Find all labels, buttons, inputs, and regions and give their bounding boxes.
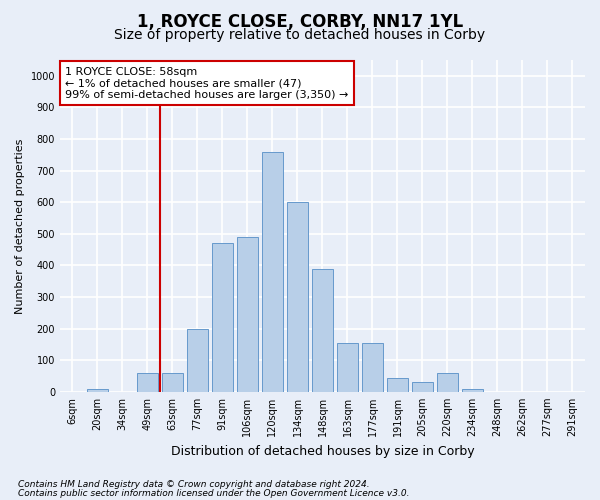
Bar	[462, 388, 483, 392]
Bar	[412, 382, 433, 392]
Bar	[337, 343, 358, 392]
Text: Size of property relative to detached houses in Corby: Size of property relative to detached ho…	[115, 28, 485, 42]
Y-axis label: Number of detached properties: Number of detached properties	[15, 138, 25, 314]
Bar	[212, 244, 233, 392]
Bar	[362, 343, 383, 392]
Bar	[137, 373, 158, 392]
Text: 1 ROYCE CLOSE: 58sqm
← 1% of detached houses are smaller (47)
99% of semi-detach: 1 ROYCE CLOSE: 58sqm ← 1% of detached ho…	[65, 66, 349, 100]
Bar	[187, 328, 208, 392]
Bar	[387, 378, 408, 392]
Text: Contains public sector information licensed under the Open Government Licence v3: Contains public sector information licen…	[18, 489, 409, 498]
Bar	[287, 202, 308, 392]
Bar	[237, 237, 258, 392]
Text: Contains HM Land Registry data © Crown copyright and database right 2024.: Contains HM Land Registry data © Crown c…	[18, 480, 370, 489]
Bar	[87, 388, 108, 392]
Bar	[262, 152, 283, 392]
X-axis label: Distribution of detached houses by size in Corby: Distribution of detached houses by size …	[170, 444, 474, 458]
Text: 1, ROYCE CLOSE, CORBY, NN17 1YL: 1, ROYCE CLOSE, CORBY, NN17 1YL	[137, 12, 463, 30]
Bar	[437, 373, 458, 392]
Bar	[162, 373, 183, 392]
Bar	[312, 268, 333, 392]
